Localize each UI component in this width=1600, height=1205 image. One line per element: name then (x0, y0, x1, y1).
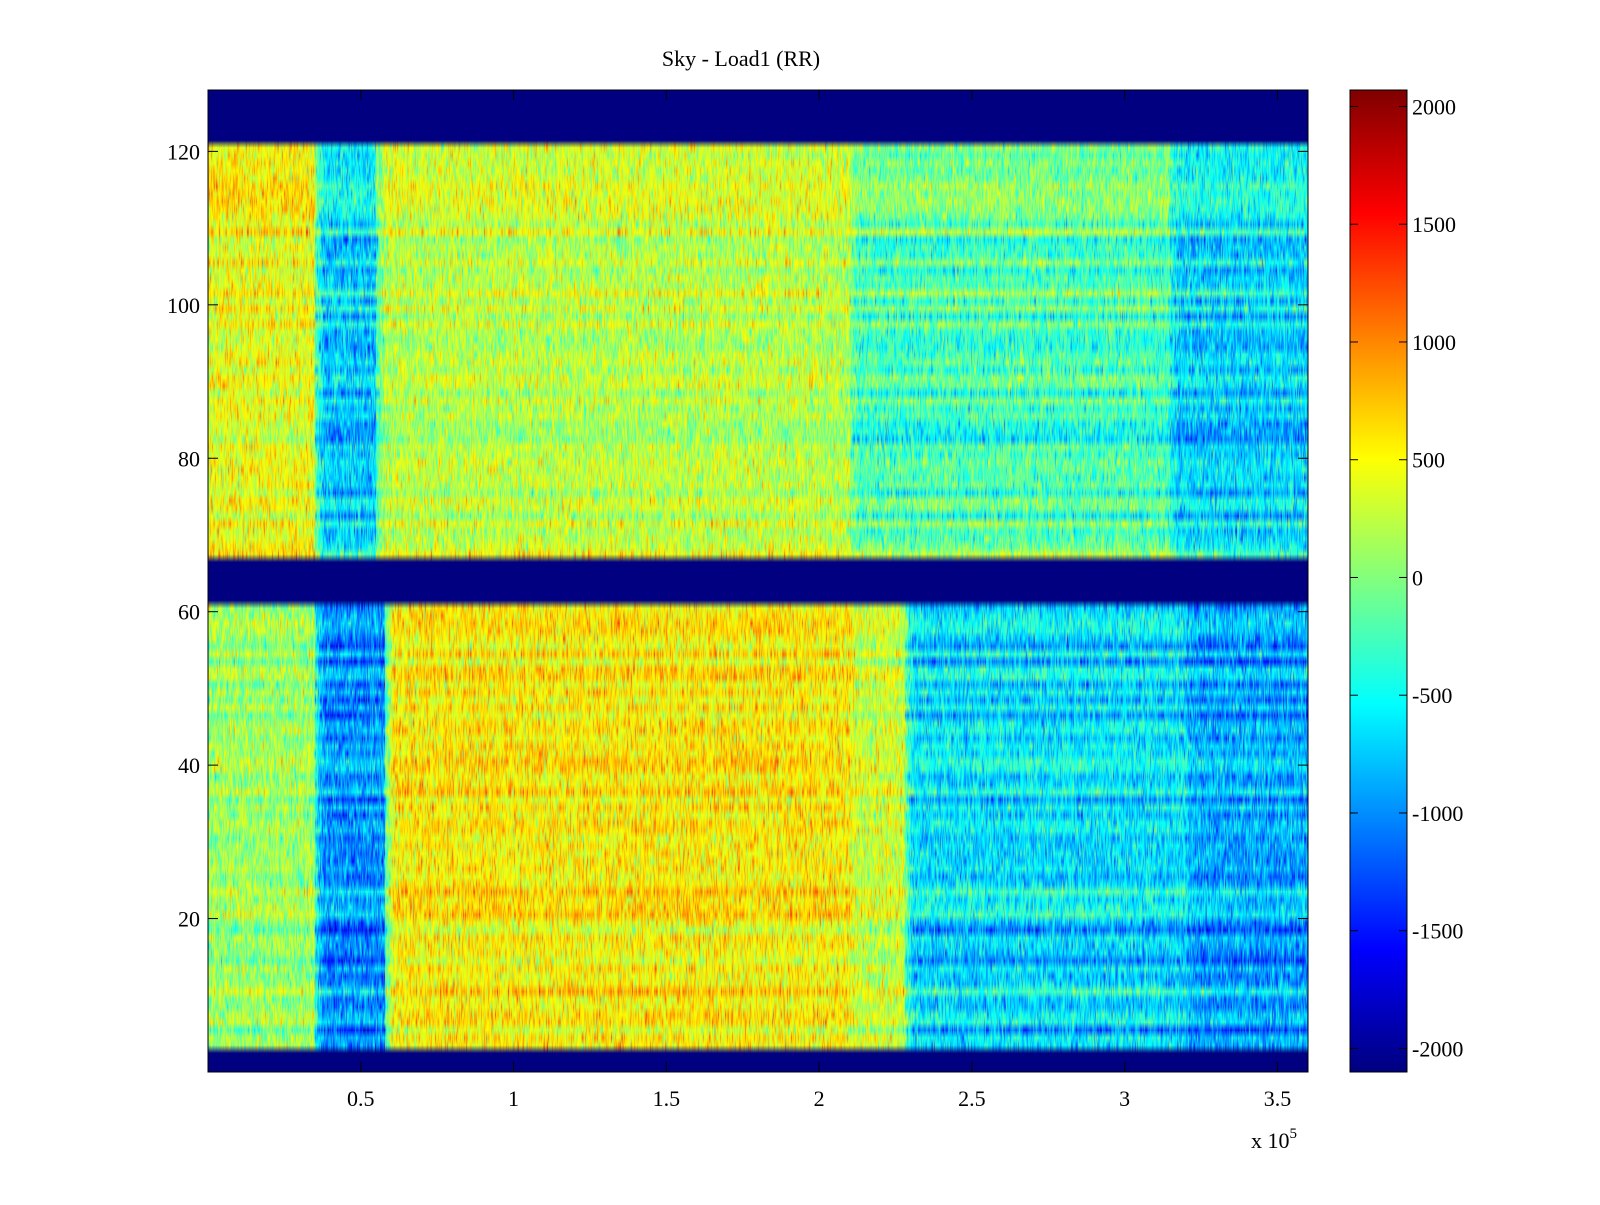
y-tick-label: 20 (178, 907, 200, 932)
x-multiplier-label: x 105 (1251, 1126, 1297, 1153)
y-tick-label: 60 (178, 600, 200, 625)
y-tick-label: 120 (167, 139, 200, 164)
x-axis: 0.5 1 1.5 2 2.5 3 3.5 (347, 90, 1291, 1111)
x-tick-label: 2 (814, 1086, 825, 1111)
x-multiplier-exponent: 5 (1290, 1126, 1298, 1142)
chart-title: Sky - Load1 (RR) (662, 46, 820, 71)
plot-area (207, 89, 1309, 1073)
x-tick-label: 1.5 (653, 1086, 681, 1111)
colorbar-tick-label: -1500 (1412, 919, 1463, 944)
colorbar-ticks: 2000 1500 1000 500 0 -500 -1000 -1500 -2000 (1350, 94, 1463, 1061)
y-axis: 20 40 60 80 100 120 (167, 139, 1308, 932)
x-tick-label: 0.5 (347, 1086, 375, 1111)
y-tick-label: 40 (178, 753, 200, 778)
colorbar-tick-label: 500 (1412, 448, 1445, 473)
colorbar-tick-label: 1500 (1412, 212, 1456, 237)
colorbar-tick-label: -1000 (1412, 801, 1463, 826)
colorbar-tick-label: -500 (1412, 683, 1452, 708)
plot-frame (207, 89, 1309, 1073)
colorbar-tick-label: 0 (1412, 565, 1423, 590)
x-tick-label: 3 (1119, 1086, 1130, 1111)
y-tick-label: 80 (178, 446, 200, 471)
x-tick-label: 3.5 (1264, 1086, 1292, 1111)
colorbar-tick-label: 2000 (1412, 94, 1456, 119)
colorbar-gradient (1349, 89, 1408, 1073)
y-tick-label: 100 (167, 293, 200, 318)
x-tick-label: 1 (508, 1086, 519, 1111)
colorbar: 2000 1500 1000 500 0 -500 -1000 -1500 -2000 (1349, 89, 1463, 1073)
x-multiplier-base: x 10 (1251, 1128, 1290, 1153)
x-tick-label: 2.5 (958, 1086, 986, 1111)
colorbar-tick-label: -2000 (1412, 1036, 1463, 1061)
colorbar-tick-label: 1000 (1412, 330, 1456, 355)
heatmap-image (208, 90, 1308, 1072)
